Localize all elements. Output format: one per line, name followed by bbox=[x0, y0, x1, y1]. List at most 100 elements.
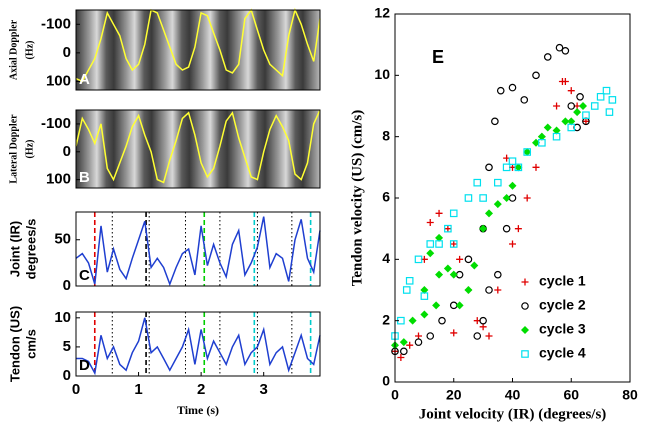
point bbox=[567, 87, 575, 95]
point bbox=[523, 148, 531, 156]
plot-area bbox=[395, 14, 630, 382]
point bbox=[485, 209, 493, 218]
x-tick-label: 60 bbox=[563, 387, 579, 403]
point bbox=[426, 332, 435, 340]
point bbox=[426, 219, 434, 227]
point bbox=[444, 225, 452, 233]
point bbox=[508, 83, 517, 92]
point bbox=[514, 163, 523, 172]
point bbox=[561, 117, 570, 126]
point bbox=[523, 148, 532, 156]
y-axis-label: Tendon (US) bbox=[7, 306, 22, 382]
point bbox=[420, 292, 429, 300]
y-tick-label: 12 bbox=[374, 5, 390, 21]
y-axis-label: degrees/s bbox=[23, 219, 38, 280]
x-tick-label: 80 bbox=[622, 387, 638, 403]
point bbox=[602, 86, 611, 95]
point bbox=[449, 240, 458, 248]
y-tick-label: 10 bbox=[54, 309, 71, 326]
trace bbox=[76, 317, 321, 376]
y-axis-label: Tendon velocity (US) (cm/s) bbox=[349, 110, 365, 287]
point bbox=[508, 181, 517, 190]
point bbox=[400, 347, 408, 356]
point bbox=[502, 194, 511, 202]
point bbox=[479, 194, 487, 202]
y-tick-label: 4 bbox=[382, 250, 390, 266]
trace bbox=[75, 109, 321, 184]
legend-label: cycle 2 bbox=[539, 297, 586, 313]
y-tick-label: 0 bbox=[63, 277, 71, 294]
y-axis-label: cm/s bbox=[23, 329, 38, 359]
y-tick-label: 5 bbox=[63, 338, 71, 355]
axes-frame bbox=[75, 311, 321, 377]
point bbox=[420, 310, 429, 319]
trace bbox=[75, 216, 321, 287]
point bbox=[567, 123, 576, 132]
point bbox=[414, 338, 423, 346]
legend-marker bbox=[521, 350, 529, 358]
point bbox=[532, 163, 540, 171]
y-axis-label: (Hz) bbox=[24, 140, 35, 159]
panel-letter: A bbox=[79, 71, 90, 88]
point bbox=[443, 264, 452, 273]
point bbox=[523, 194, 531, 202]
x-tick-label: 40 bbox=[505, 387, 521, 403]
axes-frame bbox=[75, 9, 321, 91]
point bbox=[479, 316, 487, 325]
y-axis-label: Axial Doppler bbox=[8, 19, 19, 80]
y-tick-label: -100 bbox=[41, 115, 71, 132]
legend-label: cycle 4 bbox=[539, 345, 586, 361]
point bbox=[514, 225, 522, 233]
point bbox=[561, 46, 570, 55]
axes-frame bbox=[75, 211, 321, 287]
point bbox=[450, 240, 458, 248]
legend-marker bbox=[521, 278, 529, 286]
point bbox=[573, 108, 582, 117]
point bbox=[520, 96, 529, 104]
point bbox=[408, 316, 417, 325]
x-axis-label: Joint velocity (IR) (degrees/s) bbox=[419, 406, 607, 422]
point bbox=[473, 178, 482, 187]
point bbox=[464, 286, 473, 294]
point bbox=[435, 240, 443, 248]
y-tick-label: 0 bbox=[63, 44, 71, 61]
y-tick-label: 0 bbox=[382, 373, 390, 389]
panel-letter: E bbox=[432, 47, 444, 67]
point bbox=[509, 240, 516, 248]
y-tick-label: 0 bbox=[63, 143, 71, 160]
point bbox=[485, 163, 493, 172]
y-axis-label: (Hz) bbox=[24, 41, 35, 60]
point bbox=[397, 353, 405, 361]
point bbox=[485, 332, 493, 340]
x-tick-label: 1 bbox=[134, 381, 142, 398]
point bbox=[576, 93, 584, 101]
point bbox=[455, 301, 464, 310]
point bbox=[514, 163, 523, 172]
point bbox=[450, 329, 458, 337]
y-tick-label: 2 bbox=[382, 311, 390, 327]
legend-label: cycle 1 bbox=[539, 273, 586, 289]
point bbox=[561, 77, 569, 85]
trace bbox=[75, 7, 321, 83]
point bbox=[464, 194, 473, 202]
point bbox=[590, 102, 599, 110]
point bbox=[553, 102, 561, 110]
point bbox=[479, 323, 487, 331]
point bbox=[567, 117, 576, 126]
x-tick-label: 0 bbox=[391, 387, 399, 403]
y-tick-label: 8 bbox=[382, 127, 390, 143]
y-axis-label: Joint (IR) bbox=[7, 221, 22, 277]
point bbox=[402, 286, 411, 294]
y-tick-label: 50 bbox=[54, 231, 71, 248]
point bbox=[438, 316, 446, 325]
spectrogram bbox=[76, 10, 320, 90]
point bbox=[608, 96, 617, 104]
y-tick-label: -100 bbox=[41, 15, 71, 32]
point bbox=[502, 163, 511, 172]
point bbox=[449, 209, 458, 218]
point bbox=[449, 270, 458, 279]
point bbox=[414, 255, 423, 264]
point bbox=[494, 270, 502, 279]
point bbox=[494, 286, 502, 294]
x-tick-label: 3 bbox=[260, 381, 268, 398]
